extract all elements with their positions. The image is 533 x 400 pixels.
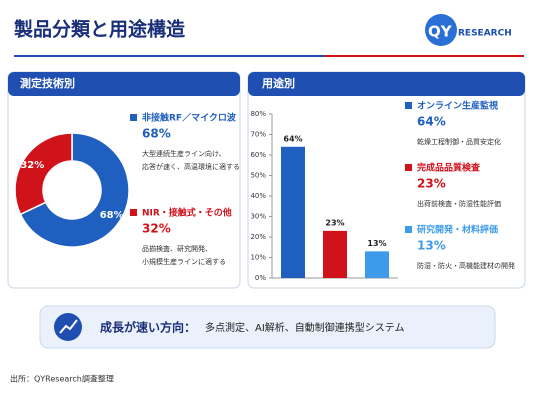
bar (323, 230, 347, 278)
header-rule (14, 55, 324, 57)
logo-globe (425, 14, 457, 46)
y-tick-label: 30% (250, 213, 266, 221)
page-title: 製品分類と用途構造 (13, 18, 186, 41)
donut-label: 32% (20, 160, 44, 171)
legend-label: オンライン生産監視 (417, 100, 498, 112)
legend-value: 64% (417, 115, 446, 129)
legend-label: 完成品品質検査 (417, 162, 481, 174)
y-tick-label: 20% (250, 233, 266, 241)
legend-value: 32% (142, 222, 171, 236)
legend-marker (405, 164, 412, 171)
legend-marker (130, 209, 137, 216)
bar (365, 251, 389, 278)
bar-value-label: 23% (325, 218, 344, 227)
y-tick-label: 60% (250, 151, 266, 159)
banner-icon-line (59, 319, 78, 334)
legend-marker (130, 114, 137, 121)
header-rule-accent (324, 55, 524, 57)
donut-segment (14, 132, 73, 216)
legend-description: 小規模生産ラインに適する (142, 257, 226, 266)
y-tick-label: 0% (255, 274, 266, 282)
bar (281, 146, 305, 278)
logo-text: RESEARCH (458, 29, 512, 39)
legend-description: 品揃検査、研究開発、 (142, 244, 212, 253)
legend-description: 応答が速く、高温環境に適する (142, 162, 240, 171)
bar-value-label: 64% (283, 134, 302, 143)
legend-value: 13% (417, 239, 446, 253)
y-tick-label: 50% (250, 172, 266, 180)
legend-description: 乾燥工程制御・品質安定化 (417, 137, 501, 146)
legend-marker (405, 102, 412, 109)
left-panel-header (8, 72, 240, 96)
legend-description: 防湿・防火・高機能建材の開発 (417, 261, 515, 270)
panel-title: 用途別 (262, 76, 295, 90)
logo-mark: QY (428, 23, 453, 41)
legend-label: 研究開発・材料評価 (417, 224, 498, 236)
banner-label: 成長が速い方向： (100, 320, 196, 335)
banner (39, 305, 496, 349)
y-tick-label: 70% (250, 131, 266, 139)
legend-description: 大型連続生産ライン向け、 (142, 149, 226, 158)
legend-value: 23% (417, 177, 446, 191)
right-panel-header (248, 72, 525, 96)
donut-label: 68% (100, 210, 124, 221)
donut-segment (19, 132, 130, 248)
y-tick-label: 10% (250, 254, 266, 262)
legend-value: 68% (142, 127, 171, 141)
source-note: 出所：QYResearch調査整理 (10, 374, 114, 384)
legend-description: 出荷前検査・防湿性能評価 (417, 199, 501, 208)
y-tick-label: 80% (250, 110, 266, 118)
legend-label: 非接触RF／マイクロ波 (142, 112, 237, 124)
legend-marker (405, 226, 412, 233)
bar-value-label: 13% (367, 239, 386, 248)
legend-label: NIR・接触式・その他 (142, 207, 232, 219)
y-tick-label: 40% (250, 192, 266, 200)
banner-text: 多点測定、AI解析、自動制御連携型システム (205, 321, 405, 334)
panel-title: 測定技術別 (20, 76, 75, 90)
